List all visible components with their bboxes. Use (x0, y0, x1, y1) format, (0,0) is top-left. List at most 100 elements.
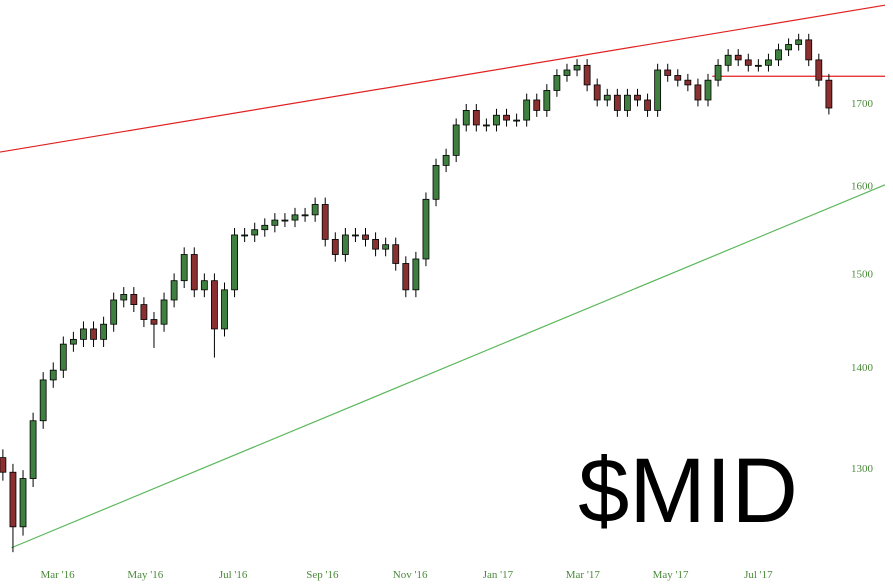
candle-body (765, 59, 772, 66)
candle-body (825, 79, 833, 109)
candle-body (39, 379, 47, 422)
candle-body (754, 64, 762, 67)
candle-body (90, 328, 97, 340)
candle-body (321, 204, 329, 240)
candle-body (150, 319, 158, 325)
candle-body (412, 258, 420, 291)
candle-body (503, 114, 510, 121)
x-tick-label: Sep '16 (306, 569, 339, 581)
candle-body (593, 84, 601, 101)
x-tick-label: Nov '16 (393, 569, 428, 581)
candle-body (170, 280, 178, 301)
x-tick-label: Jul '16 (219, 569, 248, 581)
candle-body (352, 234, 359, 237)
candle-body (59, 343, 67, 371)
candle-body (251, 229, 259, 236)
candle-body (291, 214, 299, 221)
y-tick-label: 1600 (851, 181, 874, 193)
candle-body (543, 90, 551, 111)
candle-body (734, 54, 742, 61)
candle-body (372, 238, 379, 250)
candle-body (341, 234, 349, 255)
candle-body (311, 204, 319, 216)
candle-body (684, 79, 692, 86)
candle-body (654, 69, 662, 111)
y-tick-label: 1400 (851, 362, 874, 374)
candle-body (120, 294, 128, 301)
candle-body (533, 99, 541, 111)
candle-body (432, 164, 440, 200)
candle-body (271, 219, 279, 226)
candle-body (382, 244, 390, 250)
candle-body (583, 64, 591, 86)
candle-body (523, 99, 531, 121)
candle-body (694, 84, 702, 101)
x-tick-label: Mar '16 (41, 569, 76, 581)
candle-body (482, 124, 490, 127)
y-tick-label: 1500 (851, 268, 874, 280)
candle-body (634, 94, 641, 101)
trend-line (11, 184, 886, 549)
candle-body (674, 75, 682, 81)
candle-body (422, 198, 430, 260)
candle-body (331, 238, 339, 255)
candle-body (462, 110, 470, 126)
candle-body (644, 99, 651, 111)
candle-body (19, 478, 27, 528)
candle-body (603, 94, 611, 101)
x-tick-label: Jul '17 (744, 569, 773, 581)
x-tick-label: Mar '17 (566, 569, 601, 581)
candle-body (241, 234, 249, 237)
candle-body (724, 54, 732, 66)
y-tick-label: 1300 (851, 463, 874, 475)
candle-body (0, 457, 7, 473)
candle-body (29, 420, 37, 479)
candle-body (231, 234, 238, 291)
x-tick-label: Jan '17 (483, 569, 514, 581)
candle-body (493, 114, 500, 126)
candle-body (200, 280, 208, 291)
candle-body (190, 254, 198, 291)
candle-body (664, 69, 672, 76)
candle-body (624, 94, 631, 111)
candle-body (472, 110, 480, 126)
candle-body (452, 124, 460, 156)
candle-body (140, 304, 148, 320)
candle-body (180, 254, 188, 282)
candle-body (392, 244, 400, 264)
x-tick-label: May '17 (653, 569, 689, 581)
candle-body (553, 75, 561, 91)
candle-body (795, 39, 803, 45)
candle-body (573, 64, 581, 71)
candle-body (80, 328, 87, 340)
candle-body (211, 280, 218, 330)
candle-body (513, 119, 521, 122)
candle-body (785, 44, 792, 51)
candle-body (704, 79, 712, 101)
candle-body (9, 471, 17, 528)
candle-body (69, 338, 77, 345)
candle-body (563, 69, 571, 76)
candle-body (744, 59, 752, 66)
candle-body (815, 59, 823, 81)
candle-body (613, 94, 621, 111)
candle-body (301, 214, 309, 217)
candle-body (160, 299, 168, 325)
candle-body (775, 49, 782, 61)
candle-body (714, 64, 722, 81)
candle-body (281, 219, 289, 222)
candle-body (130, 294, 138, 305)
candle-body (442, 154, 450, 166)
candle-body (402, 263, 410, 291)
trend-line (0, 4, 886, 153)
x-tick-label: May '16 (127, 569, 163, 581)
candle-body (110, 299, 118, 325)
candle-body (49, 369, 57, 381)
watermark-title: $MID (578, 440, 798, 542)
candle-body (100, 323, 108, 340)
y-tick-label: 1700 (851, 98, 874, 110)
candle-body (805, 39, 813, 61)
candle-body (221, 289, 228, 330)
